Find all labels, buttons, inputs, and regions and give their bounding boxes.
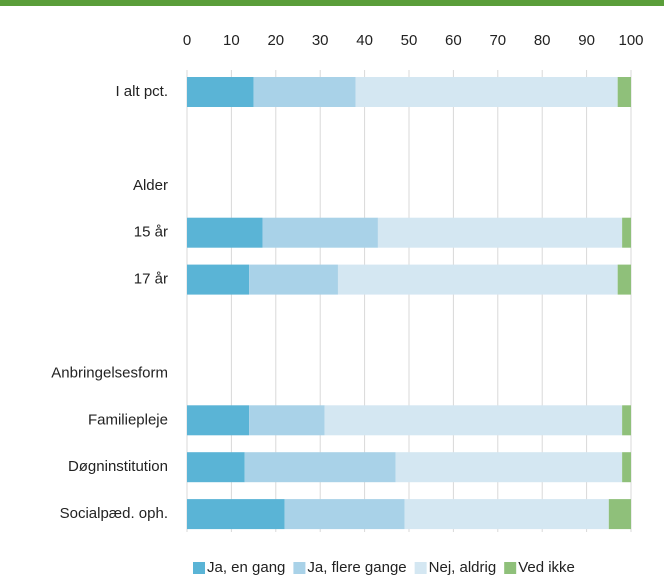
bar-segment: [244, 452, 396, 483]
bar-segment: [377, 217, 623, 248]
bar-segment: [249, 405, 325, 436]
bar-segment: [395, 452, 623, 483]
x-tick-label: 90: [578, 32, 595, 49]
y-tick-label: I alt pct.: [115, 83, 168, 100]
x-tick-label: 0: [183, 32, 191, 49]
bar-segment: [249, 264, 338, 295]
x-tick-label: 80: [534, 32, 551, 49]
bar-segment: [622, 452, 631, 483]
legend-label: Ved ikke: [518, 559, 575, 576]
x-tick-label: 50: [401, 32, 418, 49]
bar-segment: [262, 217, 378, 248]
x-tick-label: 30: [312, 32, 329, 49]
bar-segment: [187, 264, 250, 295]
y-tick-label: 15 år: [134, 224, 168, 241]
legend-swatch: [504, 562, 517, 574]
y-tick-label: Anbringelsesform: [51, 364, 168, 381]
x-tick-label: 100: [618, 32, 643, 49]
bar-segment: [187, 452, 245, 483]
y-tick-label: 17 år: [134, 271, 168, 288]
x-tick-label: 70: [489, 32, 506, 49]
bar-segment: [617, 264, 631, 295]
bar-segment: [404, 499, 609, 530]
y-tick-label: Socialpæd. oph.: [60, 505, 168, 522]
bar-segment: [187, 499, 285, 530]
x-tick-label: 10: [223, 32, 240, 49]
bar-segment: [187, 217, 263, 248]
bar-segment: [187, 77, 254, 107]
legend-swatch: [193, 562, 205, 574]
bar-segment: [355, 77, 618, 107]
bar-segment: [622, 405, 631, 436]
bar-segment: [337, 264, 618, 295]
bar-segment: [608, 499, 631, 530]
y-tick-label: Døgninstitution: [68, 458, 168, 475]
bar-segment: [324, 405, 623, 436]
x-tick-label: 40: [356, 32, 373, 49]
bar-segment: [617, 77, 631, 107]
x-tick-label: 60: [445, 32, 462, 49]
legend-swatch: [414, 562, 427, 574]
legend-swatch: [293, 562, 306, 574]
bar-segment: [253, 77, 356, 107]
top-rule: [0, 0, 664, 6]
y-tick-label: Alder: [133, 177, 168, 194]
legend-label: Ja, en gang: [207, 559, 285, 576]
legend-label: Ja, flere gange: [307, 559, 406, 576]
legend-label: Nej, aldrig: [429, 559, 497, 576]
y-tick-label: Familiepleje: [88, 411, 168, 428]
bar-segment: [622, 217, 631, 248]
x-tick-label: 20: [267, 32, 284, 49]
bar-segment: [187, 405, 250, 436]
bar-segment: [284, 499, 405, 530]
